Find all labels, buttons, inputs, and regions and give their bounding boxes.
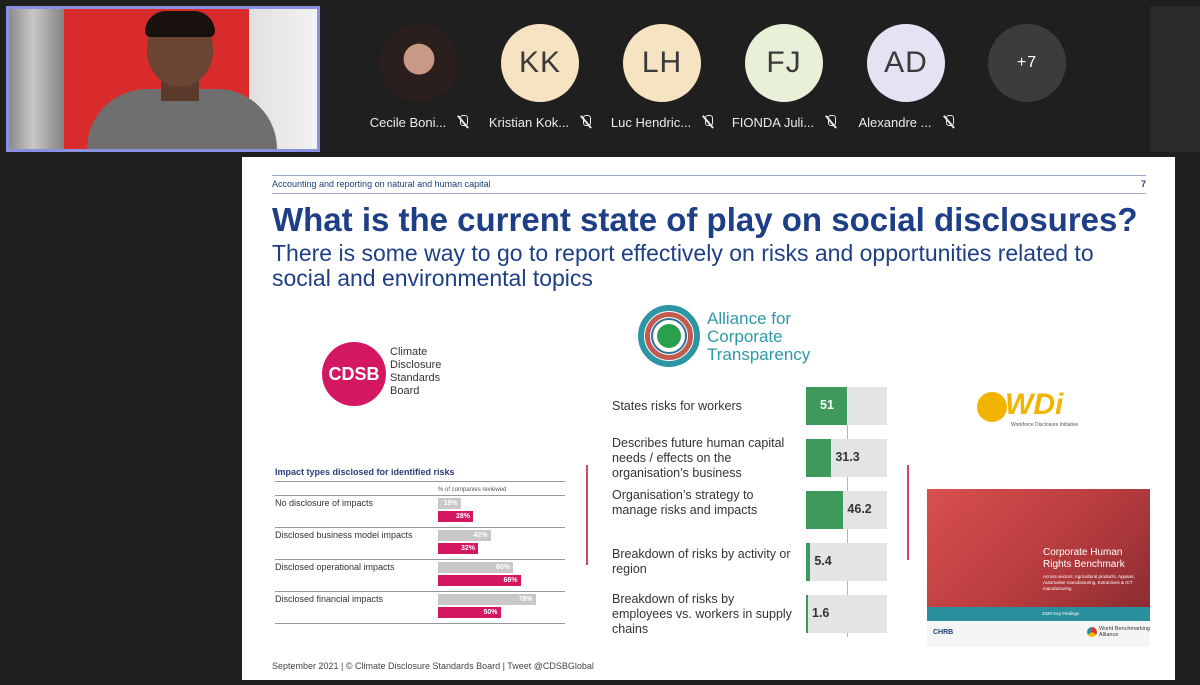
chart-row-rule (275, 591, 565, 592)
impact-bar-current: 32% (438, 543, 478, 554)
chart-row-rule (275, 495, 565, 496)
cover-photo (927, 489, 1150, 607)
slide-subtitle: There is some way to go to report effect… (272, 240, 1094, 291)
act-logo-name: Alliance for Corporate Transparency (707, 309, 811, 364)
side-panel (1150, 6, 1200, 152)
section-divider (907, 465, 909, 560)
participant-name: FIONDA Juli... (731, 114, 815, 130)
participant-avatar: FJ (745, 24, 823, 102)
active-speaker-video[interactable] (6, 6, 320, 152)
header-rule (272, 193, 1146, 194)
act-bar-value: 51 (820, 398, 834, 412)
impact-bar-prior: 78% (438, 594, 536, 605)
cdsb-logo-mark: CDSB (322, 342, 386, 406)
header-rule (272, 175, 1146, 176)
act-row-label: States risks for workers (612, 398, 742, 413)
impact-chart-axis-label: % of companies reviewed (438, 487, 507, 493)
act-bar-value: 1.6 (812, 606, 830, 620)
participant-avatar: LH (623, 24, 701, 102)
impact-bar-prior: 42% (438, 530, 491, 541)
act-bar (806, 387, 848, 425)
section-divider (586, 465, 588, 565)
participant-avatar: KK (501, 24, 579, 102)
chart-row-rule (275, 623, 565, 624)
act-bar-chart: States risks for workers 51 Describes futu… (612, 387, 902, 637)
impact-row-label: Disclosed operational impacts (275, 562, 395, 572)
wdi-logo-mark (977, 392, 1007, 422)
speaker-hair (145, 11, 215, 37)
act-bar-track (806, 595, 887, 633)
participant-tile[interactable]: Cecile Boni... (360, 20, 480, 140)
act-bar-value: 46.2 (847, 502, 872, 516)
participant-photo (380, 24, 458, 102)
impact-bar-current: 28% (438, 511, 473, 522)
slide-header: Accounting and reporting on natural and … (272, 175, 1146, 194)
impact-row-label: No disclosure of impacts (275, 498, 374, 508)
impact-row-label: Disclosed business model impacts (275, 530, 413, 540)
impact-bar-prior: 18% (438, 498, 461, 509)
mic-muted-icon (579, 115, 593, 129)
slide-footer: September 2021 | © Climate Disclosure St… (272, 661, 594, 671)
impact-bar-prior: 60% (438, 562, 513, 573)
wdi-logo: WDi Workforce Disclosure Initiative (977, 388, 1087, 432)
shared-slide: Accounting and reporting on natural and … (242, 157, 1175, 680)
participant-tile[interactable]: FJ FIONDA Juli... (725, 20, 845, 140)
act-bar (806, 439, 832, 477)
wba-logo-mark (1087, 627, 1097, 637)
impact-bar-current: 66% (438, 575, 521, 586)
act-row-label: Breakdown of risks by employees vs. work… (612, 591, 792, 636)
act-bar (806, 595, 808, 633)
act-bar-value: 31.3 (835, 450, 860, 464)
slide-title: What is the current state of play on soc… (272, 201, 1138, 238)
mic-muted-icon (942, 115, 956, 129)
mic-muted-icon (701, 115, 715, 129)
impact-types-chart: Impact types disclosed for identified ri… (275, 467, 565, 632)
chrb-title: Corporate Human Rights Benchmark (1043, 547, 1125, 570)
participant-strip: Cecile Boni... KK Kristian Kok... LH Luc… (360, 20, 1140, 140)
video-background (9, 9, 69, 149)
participant-tile[interactable]: KK Kristian Kok... (481, 20, 601, 140)
participant-name: Luc Hendric... (610, 114, 692, 130)
chart-row-rule (275, 559, 565, 560)
wdi-logo-text: WDi (1005, 388, 1064, 421)
chrb-band-text: 2020 Key Findings (1042, 611, 1080, 616)
participant-name: Kristian Kok... (488, 114, 570, 130)
act-logo-mark (645, 312, 693, 360)
participant-tile[interactable]: LH Luc Hendric... (603, 20, 723, 140)
act-row-label: Breakdown of risks by activity or region (612, 547, 791, 576)
cdsb-logo: CDSB Climate Disclosure Standards Board (322, 342, 522, 407)
chart-row-rule (275, 527, 565, 528)
participant-tile[interactable]: AD Alexandre ... (847, 20, 967, 140)
mic-muted-icon (824, 115, 838, 129)
impact-row-label: Disclosed financial impacts (275, 594, 384, 604)
act-logo-mark (653, 320, 685, 352)
more-participants-count: +7 (988, 24, 1066, 102)
act-bar-value: 5.4 (814, 554, 832, 568)
impact-chart-title: Impact types disclosed for identified ri… (275, 467, 455, 477)
slide-section-title: Accounting and reporting on natural and … (272, 179, 491, 189)
participant-avatar: AD (867, 24, 945, 102)
cdsb-logo-name: Climate Disclosure Standards Board (390, 346, 442, 397)
act-row-label: Describes future human capital needs / e… (612, 435, 785, 480)
act-bar-track (806, 543, 887, 581)
act-logo: Alliance for Corporate Transparency (638, 305, 838, 370)
participant-name: Cecile Boni... (369, 114, 447, 130)
chrb-sectors: Across sectors: Agricultural products, A… (1043, 574, 1135, 591)
more-participants-tile[interactable]: +7 (968, 20, 1088, 140)
chrb-logo: CHRB (933, 629, 954, 636)
impact-bar-current: 50% (438, 607, 501, 618)
wba-logo: World Benchmarking Alliance (1099, 626, 1150, 638)
participant-name: Alexandre ... (858, 114, 932, 130)
act-bar (806, 543, 811, 581)
wdi-tagline: Workforce Disclosure Initiative (1011, 422, 1079, 428)
slide-page-number: 7 (1140, 179, 1146, 189)
act-bar (806, 491, 844, 529)
act-logo-mark (638, 305, 700, 367)
chrb-band: 2020 Key Findings (927, 607, 1150, 621)
chart-rule (275, 481, 565, 482)
mic-muted-icon (456, 115, 470, 129)
act-row-label: Organisation’s strategy to manage risks … (612, 487, 758, 517)
chrb-report-cover: Corporate Human Rights Benchmark Across … (927, 489, 1150, 647)
